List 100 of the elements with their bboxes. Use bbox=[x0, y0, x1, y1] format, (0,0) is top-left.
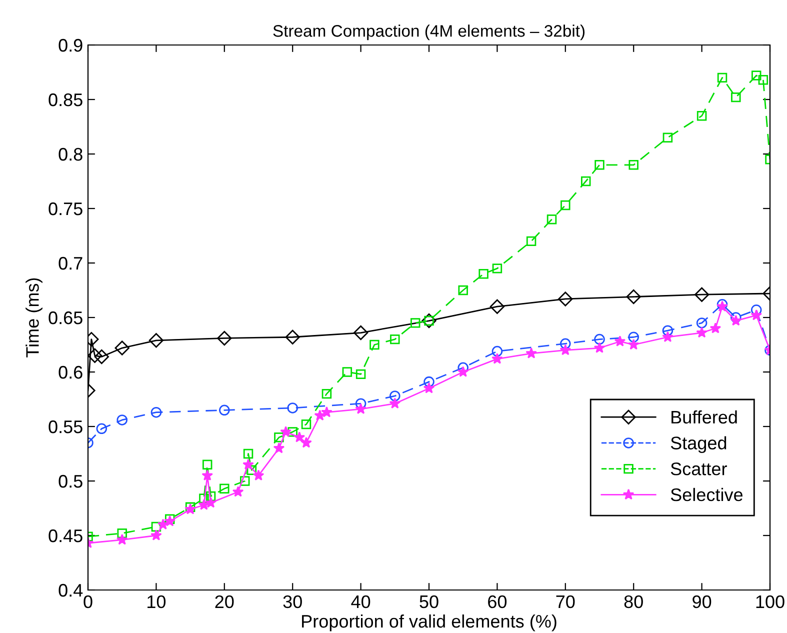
x-tick-label: 0 bbox=[84, 595, 92, 608]
point bbox=[717, 72, 728, 83]
point bbox=[370, 340, 380, 350]
legend-label: Buffered bbox=[672, 410, 737, 424]
point bbox=[219, 404, 230, 416]
point bbox=[710, 322, 722, 334]
point bbox=[150, 530, 162, 540]
y-axis-title: Time (ms) bbox=[26, 278, 42, 358]
point bbox=[232, 486, 244, 497]
x-tick-label: 10 bbox=[148, 595, 166, 608]
point bbox=[731, 92, 741, 102]
point bbox=[274, 432, 284, 442]
point bbox=[390, 334, 400, 344]
point bbox=[492, 346, 503, 357]
x-tick-label: 20 bbox=[215, 595, 234, 608]
point bbox=[492, 353, 503, 364]
point bbox=[288, 427, 298, 437]
point bbox=[560, 200, 570, 210]
point bbox=[321, 406, 332, 418]
point bbox=[594, 160, 604, 170]
y-tick-label: 0.4 bbox=[58, 584, 83, 597]
point bbox=[114, 340, 130, 356]
point bbox=[220, 484, 230, 494]
point bbox=[628, 338, 640, 350]
point bbox=[581, 176, 591, 186]
point bbox=[492, 264, 502, 274]
point bbox=[458, 285, 468, 296]
point bbox=[342, 367, 352, 377]
point bbox=[696, 326, 708, 338]
point bbox=[353, 325, 368, 340]
y-tick-label: 0.55 bbox=[48, 420, 82, 434]
point bbox=[322, 388, 332, 399]
point bbox=[205, 496, 216, 508]
y-tick-label: 0.5 bbox=[58, 474, 82, 488]
x-tick-label: 50 bbox=[420, 595, 438, 608]
x-tick-label: 100 bbox=[756, 595, 784, 608]
point bbox=[88, 348, 102, 363]
point bbox=[117, 528, 127, 538]
point bbox=[628, 160, 638, 170]
point bbox=[662, 132, 673, 143]
point bbox=[626, 289, 641, 304]
point bbox=[696, 110, 707, 121]
point bbox=[217, 330, 232, 346]
y-tick-label: 0.45 bbox=[48, 529, 82, 542]
point bbox=[285, 330, 300, 344]
point bbox=[457, 366, 469, 377]
y-tick-label: 0.8 bbox=[58, 148, 82, 161]
point bbox=[546, 214, 557, 224]
point bbox=[355, 403, 366, 414]
point bbox=[594, 342, 606, 353]
point bbox=[252, 470, 264, 480]
point bbox=[628, 332, 639, 342]
point bbox=[202, 460, 212, 470]
point bbox=[424, 376, 434, 388]
point bbox=[148, 333, 164, 348]
point bbox=[560, 344, 572, 356]
point bbox=[526, 236, 536, 246]
legend-label: Staged bbox=[670, 436, 726, 454]
point bbox=[390, 390, 400, 402]
x-tick-label: 40 bbox=[351, 595, 370, 608]
point bbox=[752, 70, 762, 80]
point bbox=[758, 75, 768, 85]
point bbox=[696, 318, 708, 328]
x-axis-title: Proportion of valid elements (%) bbox=[302, 614, 556, 632]
point bbox=[150, 406, 162, 418]
y-tick-label: 0.75 bbox=[48, 202, 82, 216]
point bbox=[246, 465, 257, 475]
point bbox=[280, 426, 292, 437]
point bbox=[490, 299, 505, 314]
x-tick-label: 30 bbox=[283, 595, 302, 608]
point bbox=[730, 312, 742, 323]
point bbox=[662, 331, 674, 342]
point bbox=[614, 336, 626, 346]
point bbox=[410, 318, 420, 328]
point bbox=[478, 269, 488, 279]
chart-title: Stream Compaction (4M elements – 32bit) bbox=[273, 24, 585, 40]
point bbox=[206, 491, 216, 502]
y-tick-label: 0.85 bbox=[48, 93, 82, 106]
legend-label: Selective bbox=[670, 488, 743, 502]
point bbox=[273, 442, 285, 454]
y-tick-label: 0.6 bbox=[58, 366, 82, 379]
point bbox=[96, 423, 108, 434]
point bbox=[94, 349, 109, 364]
point bbox=[750, 309, 762, 320]
point bbox=[300, 436, 312, 448]
point bbox=[240, 476, 250, 486]
point bbox=[356, 369, 366, 380]
legend-label: Scatter bbox=[670, 462, 727, 476]
point bbox=[558, 292, 573, 306]
point bbox=[301, 419, 312, 430]
point bbox=[287, 402, 298, 414]
point bbox=[730, 314, 742, 326]
y-tick-label: 0.7 bbox=[58, 256, 82, 270]
point bbox=[389, 398, 401, 409]
point bbox=[423, 382, 435, 394]
point bbox=[662, 325, 674, 336]
point bbox=[202, 470, 213, 480]
point bbox=[294, 431, 306, 442]
point bbox=[116, 414, 128, 426]
y-tick-label: 0.65 bbox=[48, 311, 82, 324]
